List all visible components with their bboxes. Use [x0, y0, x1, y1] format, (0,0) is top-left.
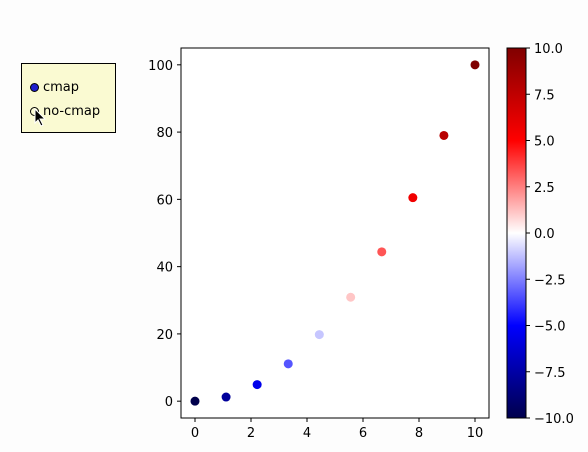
colorbar-gradient — [506, 47, 527, 419]
scatter-point — [408, 193, 418, 203]
y-tick-label: 0 — [165, 395, 173, 410]
radio-label-cmap: cmap — [43, 79, 80, 95]
plot-frame — [180, 47, 490, 419]
colorbar-tick-label: −7.5 — [534, 366, 566, 381]
y-tick-label: 100 — [148, 59, 173, 74]
scatter-point — [470, 60, 480, 70]
colorbar-tick-label: −2.5 — [534, 273, 566, 288]
scatter-point — [346, 292, 356, 302]
scatter-point — [221, 392, 231, 402]
scatter-point — [190, 396, 200, 406]
colorbar-tick-label: 0.0 — [534, 227, 555, 242]
radio-label-no-cmap: no-cmap — [43, 103, 101, 119]
radio-option-cmap[interactable]: cmap — [30, 78, 79, 96]
scatter-point — [377, 247, 387, 257]
scatter-point — [314, 330, 324, 340]
colorbar-tick-label: 5.0 — [534, 135, 555, 150]
radio-dot-selected — [30, 82, 39, 92]
scatter-points — [190, 60, 480, 406]
mouse-cursor-icon — [34, 108, 47, 127]
colorbar-tick-label: −5.0 — [534, 320, 566, 335]
y-tick-label: 80 — [156, 126, 173, 141]
colorbar-tick-label: 2.5 — [534, 181, 555, 196]
x-tick-label: 6 — [359, 426, 367, 441]
x-tick-label: 4 — [303, 426, 311, 441]
scatter-point — [439, 130, 449, 140]
scatter-point — [283, 359, 293, 369]
x-tick-label: 2 — [247, 426, 255, 441]
colorbar-tick-label: −10.0 — [534, 412, 574, 427]
x-tick-label: 0 — [191, 426, 199, 441]
colorbar: −10.0 −7.5 −5.0 −2.5 0.0 2.5 5.0 7.5 10.0 — [506, 42, 574, 427]
colorbar-tick-label: 10.0 — [534, 42, 563, 57]
colorbar-tick-label: 7.5 — [534, 88, 555, 103]
scatter-point — [252, 380, 262, 390]
y-tick-label: 20 — [156, 328, 173, 343]
x-tick-label: 8 — [415, 426, 423, 441]
y-tick-label: 60 — [156, 193, 173, 208]
x-tick-label: 10 — [467, 426, 484, 441]
y-tick-label: 40 — [156, 261, 173, 276]
